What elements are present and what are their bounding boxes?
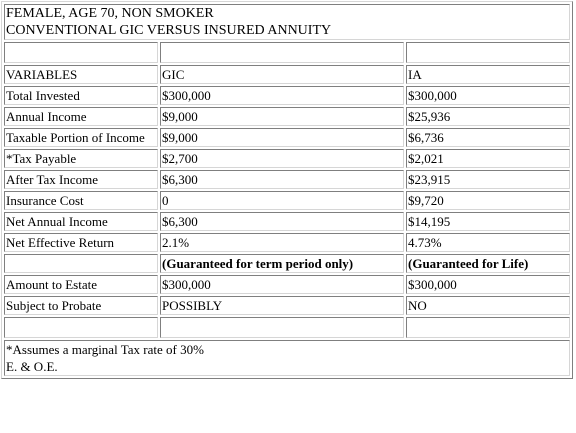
table-row: Insurance Cost 0 $9,720 — [4, 191, 570, 210]
ia-value: $300,000 — [406, 275, 570, 294]
row-label: Taxable Portion of Income — [4, 128, 158, 147]
blank-cell — [160, 317, 404, 338]
ia-value: $9,720 — [406, 191, 570, 210]
row-label: After Tax Income — [4, 170, 158, 189]
header-ia: IA — [406, 65, 570, 84]
row-label: Annual Income — [4, 107, 158, 126]
title-line-1: FEMALE, AGE 70, NON SMOKER — [6, 6, 214, 21]
comparison-table: FEMALE, AGE 70, NON SMOKER CONVENTIONAL … — [1, 1, 573, 379]
header-gic: GIC — [160, 65, 404, 84]
gic-value: $300,000 — [160, 86, 404, 105]
footnote-line-2: E. & O.E. — [6, 359, 58, 374]
table-row: Net Effective Return 2.1% 4.73% — [4, 233, 570, 252]
table-row: Amount to Estate $300,000 $300,000 — [4, 275, 570, 294]
blank-cell — [406, 317, 570, 338]
ia-value: $14,195 — [406, 212, 570, 231]
gic-value: POSSIBLY — [160, 296, 404, 315]
blank-cell — [4, 254, 158, 273]
guarantee-row: (Guaranteed for term period only) (Guara… — [4, 254, 570, 273]
ia-value: 4.73% — [406, 233, 570, 252]
ia-value: $300,000 — [406, 86, 570, 105]
row-label: Net Annual Income — [4, 212, 158, 231]
table-row: Annual Income $9,000 $25,936 — [4, 107, 570, 126]
ia-value: $23,915 — [406, 170, 570, 189]
table-title: FEMALE, AGE 70, NON SMOKER CONVENTIONAL … — [4, 4, 570, 40]
gic-guarantee: (Guaranteed for term period only) — [160, 254, 404, 273]
blank-row — [4, 42, 570, 63]
title-line-2: CONVENTIONAL GIC VERSUS INSURED ANNUITY — [6, 23, 332, 38]
blank-row — [4, 317, 570, 338]
title-row: FEMALE, AGE 70, NON SMOKER CONVENTIONAL … — [4, 4, 570, 40]
header-row: VARIABLES GIC IA — [4, 65, 570, 84]
table-row: *Tax Payable $2,700 $2,021 — [4, 149, 570, 168]
table-row: Subject to Probate POSSIBLY NO — [4, 296, 570, 315]
table-row: Net Annual Income $6,300 $14,195 — [4, 212, 570, 231]
table-row: Taxable Portion of Income $9,000 $6,736 — [4, 128, 570, 147]
row-label: Total Invested — [4, 86, 158, 105]
gic-value: 2.1% — [160, 233, 404, 252]
gic-value: $9,000 — [160, 107, 404, 126]
row-label: Net Effective Return — [4, 233, 158, 252]
gic-value: $6,300 — [160, 170, 404, 189]
ia-value: $6,736 — [406, 128, 570, 147]
gic-value: $9,000 — [160, 128, 404, 147]
row-label: *Tax Payable — [4, 149, 158, 168]
row-label: Insurance Cost — [4, 191, 158, 210]
footnote: *Assumes a marginal Tax rate of 30% E. &… — [4, 340, 570, 376]
gic-value: $2,700 — [160, 149, 404, 168]
row-label: Subject to Probate — [4, 296, 158, 315]
gic-value: 0 — [160, 191, 404, 210]
blank-cell — [4, 42, 158, 63]
table-row: Total Invested $300,000 $300,000 — [4, 86, 570, 105]
ia-value: $25,936 — [406, 107, 570, 126]
footnote-line-1: *Assumes a marginal Tax rate of 30% — [6, 342, 204, 357]
table-row: After Tax Income $6,300 $23,915 — [4, 170, 570, 189]
footnote-row: *Assumes a marginal Tax rate of 30% E. &… — [4, 340, 570, 376]
header-variables: VARIABLES — [4, 65, 158, 84]
blank-cell — [406, 42, 570, 63]
blank-cell — [4, 317, 158, 338]
ia-guarantee: (Guaranteed for Life) — [406, 254, 570, 273]
row-label: Amount to Estate — [4, 275, 158, 294]
blank-cell — [160, 42, 404, 63]
ia-value: $2,021 — [406, 149, 570, 168]
gic-value: $300,000 — [160, 275, 404, 294]
gic-value: $6,300 — [160, 212, 404, 231]
ia-value: NO — [406, 296, 570, 315]
